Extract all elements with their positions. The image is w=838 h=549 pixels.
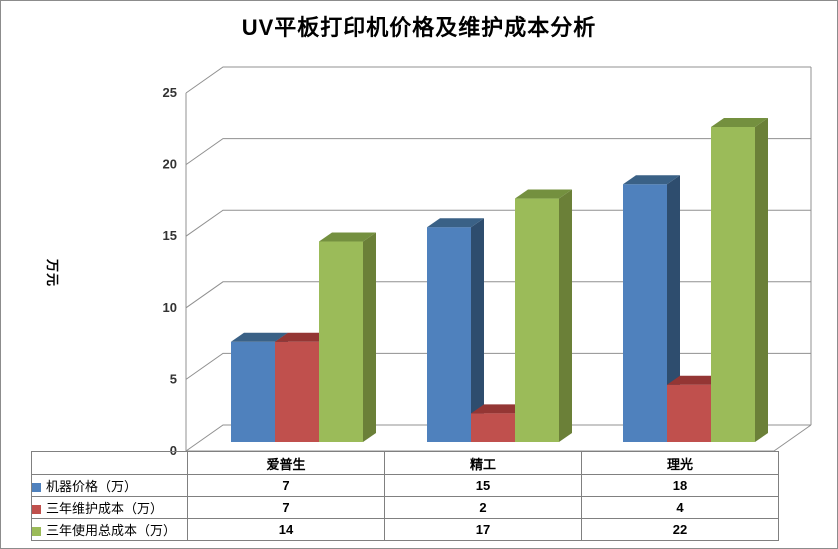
gridline bbox=[185, 209, 811, 237]
bar-top-s1-c0 bbox=[275, 332, 332, 342]
chart-title: UV平板打印机价格及维护成本分析 bbox=[241, 15, 597, 40]
legend-label-series-0: 机器价格（万） bbox=[46, 479, 138, 494]
table-row-series-0: 机器价格（万） 7 15 18 bbox=[31, 474, 779, 497]
legend-swatch-icon-series-2 bbox=[32, 527, 41, 536]
value-cell-s2-c2: 22 bbox=[581, 518, 779, 541]
y-tick-label: 5 bbox=[170, 371, 177, 386]
y-axis-title: 万元 bbox=[45, 258, 60, 287]
value-cell-s1-c2: 4 bbox=[581, 496, 779, 519]
bar-side-s0-c2 bbox=[667, 175, 680, 443]
bar-side-s2-c1 bbox=[559, 189, 572, 442]
gridline bbox=[185, 281, 811, 309]
bar-s2-c2 bbox=[711, 126, 755, 443]
bar-s0-c0 bbox=[231, 341, 275, 442]
value-cell-s0-c0: 7 bbox=[187, 474, 385, 497]
bar-top-s2-c0 bbox=[319, 232, 376, 242]
value-cell-s2-c1: 17 bbox=[384, 518, 582, 541]
bar-top-s2-c2 bbox=[711, 117, 768, 127]
data-table: 爱普生 精工 理光 机器价格（万） 7 15 18 三年维护成本（万） 7 2 4 三年使用总成本（万… bbox=[31, 451, 779, 541]
legend-label-series-2: 三年使用总成本（万） bbox=[46, 523, 177, 538]
value-cell-s1-c1: 2 bbox=[384, 496, 582, 519]
bar-s2-c0 bbox=[319, 241, 363, 442]
y-tick-label: 15 bbox=[163, 228, 177, 243]
bar-top-s0-c0 bbox=[231, 332, 288, 342]
y-tick-label: 10 bbox=[163, 300, 177, 315]
y-tick-label: 25 bbox=[163, 85, 177, 100]
bar-s2-c1 bbox=[515, 198, 559, 442]
legend-swatch-icon-series-1 bbox=[32, 505, 41, 514]
bar-top-s1-c1 bbox=[471, 404, 528, 414]
bar-s0-c2 bbox=[623, 184, 667, 443]
legend-label-series-1: 三年维护成本（万） bbox=[46, 501, 164, 516]
gridline bbox=[185, 138, 811, 166]
bar-s1-c1 bbox=[471, 413, 515, 442]
bar-top-s0-c2 bbox=[623, 175, 680, 185]
bar-side-s2-c2 bbox=[755, 117, 768, 443]
category-header-1: 精工 bbox=[384, 451, 582, 475]
value-cell-s0-c1: 15 bbox=[384, 474, 582, 497]
bar-top-s1-c2 bbox=[667, 375, 724, 385]
legend-cell-series-2: 三年使用总成本（万） bbox=[31, 518, 188, 541]
value-cell-s2-c0: 14 bbox=[187, 518, 385, 541]
value-cell-s1-c0: 7 bbox=[187, 496, 385, 519]
bar-top-s2-c1 bbox=[515, 189, 572, 199]
gridline bbox=[185, 424, 811, 452]
legend-cell-series-0: 机器价格（万） bbox=[31, 474, 188, 497]
category-header-0: 爱普生 bbox=[187, 451, 385, 475]
gridline bbox=[185, 66, 811, 94]
y-tick-label: 0 bbox=[170, 443, 177, 458]
gridline bbox=[185, 352, 811, 380]
table-row-series-1: 三年维护成本（万） 7 2 4 bbox=[31, 496, 779, 519]
y-tick-label: 20 bbox=[163, 157, 177, 172]
bar-s1-c0 bbox=[275, 341, 319, 442]
bar-side-s2-c0 bbox=[363, 232, 376, 442]
category-header-2: 理光 bbox=[581, 451, 779, 475]
bar-s1-c2 bbox=[667, 384, 711, 442]
table-header-row: 爱普生 精工 理光 bbox=[31, 451, 779, 475]
bar-s0-c1 bbox=[427, 227, 471, 442]
value-cell-s0-c2: 18 bbox=[581, 474, 779, 497]
table-corner-blank bbox=[31, 451, 188, 475]
legend-cell-series-1: 三年维护成本（万） bbox=[31, 496, 188, 519]
legend-swatch-icon-series-0 bbox=[32, 483, 41, 492]
bar-side-s0-c1 bbox=[471, 218, 484, 442]
table-row-series-2: 三年使用总成本（万） 14 17 22 bbox=[31, 518, 779, 541]
bar-top-s0-c1 bbox=[427, 218, 484, 228]
floor-right-edge bbox=[773, 424, 812, 452]
